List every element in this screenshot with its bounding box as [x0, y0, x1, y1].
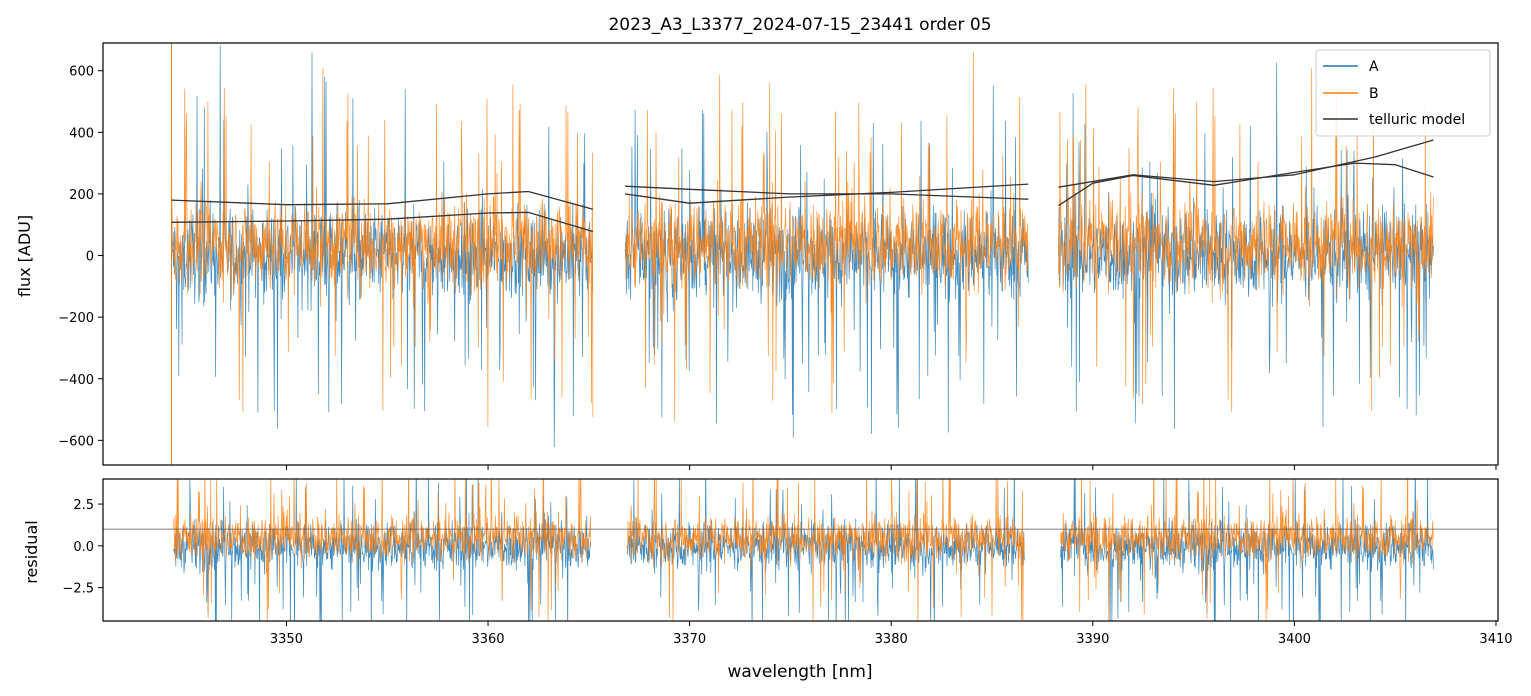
- series-b-segment-1: [171, 67, 594, 427]
- chart-title: 2023_A3_L3377_2024-07-15_23441 order 05: [608, 15, 991, 35]
- telluric-model-curve-2: [171, 211, 594, 233]
- flux-y-axis: −600 −400 −200 0 200 400 600: [58, 65, 103, 449]
- residual-y-label: residual: [22, 520, 41, 583]
- y-tick-label: 600: [69, 65, 94, 80]
- telluric-model-curve-3: [625, 185, 1029, 200]
- x-tick-label: 3350: [270, 632, 303, 647]
- residual-panel: −2.50.02.5 3350 3360 3370 3380 3390 3400 3410 …: [22, 478, 1513, 647]
- series-b-segment-3: [1058, 67, 1434, 413]
- telluric-model-curve-1: [171, 190, 594, 210]
- residual-axes-frame: [102, 478, 1499, 622]
- y-tick-label: −600: [58, 434, 94, 449]
- telluric-model-curve-4: [625, 183, 1029, 204]
- y-tick-label: 0.0: [73, 540, 94, 555]
- series-b-segment-1: [173, 479, 592, 621]
- flux-y-label: flux [ADU]: [15, 215, 34, 297]
- y-tick-label: 2.5: [73, 498, 94, 513]
- flux-plot-area: [171, 43, 1434, 465]
- telluric-model-curve-6: [1058, 162, 1434, 207]
- x-tick-label: 3400: [1278, 632, 1311, 647]
- series-b-segment-2: [626, 479, 1025, 621]
- x-tick-label: 3410: [1479, 632, 1512, 647]
- flux-axes-frame: [102, 42, 1499, 466]
- legend-label-telluric: telluric model: [1369, 112, 1465, 128]
- y-tick-label: 400: [69, 126, 94, 141]
- x-axis: 3350 3360 3370 3380 3390 3400 3410: [270, 621, 1513, 647]
- x-tick-label: 3370: [673, 632, 706, 647]
- x-tick-label: 3390: [1076, 632, 1109, 647]
- y-tick-label: 200: [69, 188, 94, 203]
- x-tick-label: 3360: [471, 632, 504, 647]
- residual-y-axis: −2.5 0.0 2.5: [62, 498, 103, 597]
- y-tick-label: 0: [86, 250, 94, 265]
- y-tick-label: −2.5: [62, 582, 94, 597]
- x-axis-label: wavelength [nm]: [727, 662, 872, 682]
- y-tick-label: −200: [58, 311, 94, 326]
- legend: A B telluric model: [1315, 49, 1491, 137]
- legend-label-b: B: [1369, 86, 1379, 102]
- series-b-segment-2: [624, 51, 1029, 422]
- legend-label-a: A: [1369, 59, 1379, 75]
- residual-plot-area: [103, 479, 1498, 621]
- y-tick-label: −400: [58, 373, 94, 388]
- legend-frame: [1315, 49, 1491, 137]
- series-a-segment-1: [173, 479, 592, 621]
- x-tick-label: 3380: [875, 632, 908, 647]
- series-b-segment-3: [1060, 479, 1434, 621]
- flux-panel: −600 −400 −200 0 200 400 600 flux [ADU]: [15, 42, 1499, 470]
- flux-x-ticks: [285, 465, 1497, 470]
